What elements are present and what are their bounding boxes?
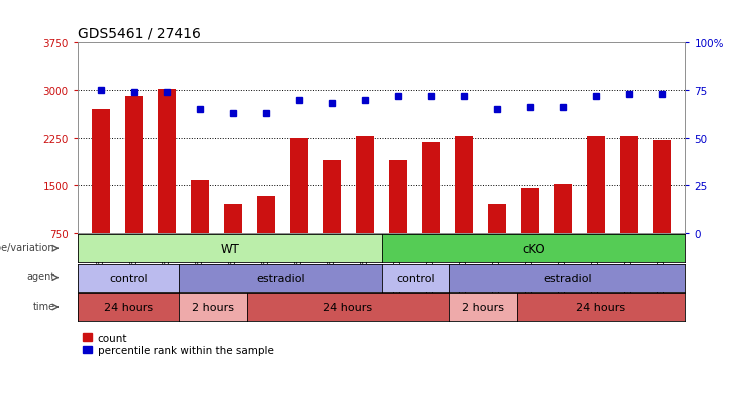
Bar — [92, 110, 110, 233]
Bar — [323, 161, 341, 233]
Text: 24 hours: 24 hours — [576, 302, 625, 312]
Bar — [224, 205, 242, 233]
Text: cKO: cKO — [522, 242, 545, 255]
Bar — [422, 143, 440, 233]
Text: control: control — [109, 273, 147, 283]
Bar — [125, 97, 143, 233]
Bar — [257, 197, 275, 233]
Bar — [521, 189, 539, 233]
Text: 2 hours: 2 hours — [462, 302, 504, 312]
Legend: count, percentile rank within the sample: count, percentile rank within the sample — [83, 333, 273, 355]
Text: GDS5461 / 27416: GDS5461 / 27416 — [78, 27, 201, 41]
Bar — [158, 90, 176, 233]
Bar — [389, 161, 408, 233]
Text: estradiol: estradiol — [256, 273, 305, 283]
Bar — [654, 140, 671, 233]
Text: 24 hours: 24 hours — [323, 302, 373, 312]
Bar — [620, 136, 638, 233]
Text: genotype/variation: genotype/variation — [0, 242, 54, 252]
Bar — [356, 136, 374, 233]
Bar — [455, 136, 473, 233]
Bar — [488, 205, 506, 233]
Text: estradiol: estradiol — [543, 273, 591, 283]
Text: 2 hours: 2 hours — [192, 302, 234, 312]
Text: agent: agent — [26, 272, 54, 282]
Bar — [554, 185, 572, 233]
Text: WT: WT — [220, 242, 239, 255]
Text: control: control — [396, 273, 435, 283]
Bar — [191, 181, 209, 233]
Text: 24 hours: 24 hours — [104, 302, 153, 312]
Bar — [290, 138, 308, 233]
Bar — [587, 136, 605, 233]
Text: time: time — [33, 301, 54, 311]
